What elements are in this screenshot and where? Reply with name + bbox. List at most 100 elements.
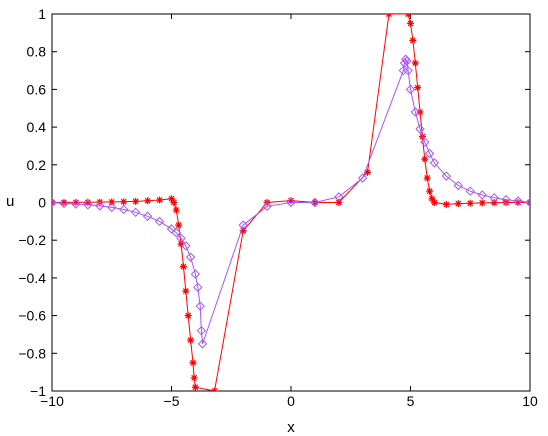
data-point-diamond — [310, 197, 320, 208]
data-point-asterisk — [454, 200, 462, 208]
data-point-diamond — [525, 197, 530, 208]
data-point-asterisk — [60, 199, 68, 206]
data-point-asterisk — [414, 84, 422, 92]
data-point-asterisk — [156, 196, 164, 204]
series-1 — [52, 14, 530, 391]
data-point-asterisk — [478, 199, 486, 207]
data-point-asterisk — [466, 199, 474, 207]
data-point-diamond — [453, 180, 464, 191]
data-point-asterisk — [287, 197, 295, 205]
data-point-diamond — [441, 171, 452, 181]
data-point-diamond — [71, 199, 81, 209]
data-point-diamond — [59, 198, 69, 209]
data-point-diamond — [238, 220, 248, 230]
data-point-asterisk — [187, 336, 195, 344]
data-point-asterisk — [428, 195, 436, 203]
data-point-diamond — [171, 227, 181, 238]
data-point-asterisk — [409, 36, 417, 44]
y-tick-label: 1 — [38, 6, 46, 22]
y-tick-label: −1 — [30, 383, 46, 399]
data-point-diamond — [334, 192, 344, 202]
data-point-asterisk — [184, 312, 192, 320]
data-point-asterisk — [170, 199, 178, 206]
data-point-diamond — [190, 269, 201, 279]
data-point-asterisk — [144, 197, 152, 205]
data-point-asterisk — [182, 287, 190, 295]
data-point-asterisk — [191, 383, 199, 391]
data-point-asterisk — [190, 374, 198, 382]
data-point-diamond — [429, 158, 440, 168]
data-point-diamond — [513, 196, 523, 206]
data-point-diamond — [465, 186, 475, 196]
y-tick-label: 0.6 — [27, 81, 47, 97]
data-point-diamond — [181, 241, 191, 251]
x-tick-label: 10 — [522, 393, 538, 409]
data-point-asterisk — [179, 263, 187, 271]
series-2 — [52, 54, 530, 349]
data-point-asterisk — [430, 199, 438, 206]
data-point-diamond — [52, 197, 57, 208]
data-point-asterisk — [416, 108, 424, 116]
data-point-diamond — [286, 197, 296, 208]
data-point-diamond — [262, 201, 272, 211]
y-tick-label: 0.4 — [27, 119, 47, 135]
data-point-asterisk — [363, 168, 371, 176]
series-layer — [52, 14, 530, 391]
data-point-asterisk — [411, 59, 419, 67]
y-axis-label: u — [6, 193, 14, 210]
data-point-asterisk — [84, 198, 92, 206]
data-point-asterisk — [108, 198, 116, 206]
data-point-asterisk — [426, 187, 434, 195]
data-point-diamond — [197, 339, 208, 349]
axis-ticks: −10 −5 0 5 10 −1 −0.8 −0.6 −0.4 −0.2 0 0.2 0.4 0.6 0.8… — [18, 6, 538, 409]
y-tick-label: −0.2 — [18, 232, 46, 248]
data-point-diamond — [415, 124, 425, 134]
data-point-diamond — [403, 65, 413, 76]
x-tick-label: −5 — [164, 393, 180, 409]
data-point-diamond — [196, 325, 207, 336]
data-point-asterisk — [442, 200, 450, 208]
y-tick-label: −0.4 — [18, 270, 46, 286]
data-point-diamond — [154, 216, 165, 227]
data-point-asterisk — [407, 19, 414, 27]
data-point-diamond — [83, 200, 93, 210]
data-point-diamond — [185, 252, 196, 262]
data-point-asterisk — [490, 199, 498, 207]
y-tick-label: −0.6 — [18, 308, 46, 324]
data-point-asterisk — [175, 221, 183, 229]
data-point-diamond — [107, 202, 117, 213]
data-point-diamond — [166, 224, 177, 234]
y-tick-label: 0.8 — [27, 44, 47, 60]
data-point-diamond — [130, 207, 141, 218]
data-point-asterisk — [335, 199, 343, 206]
data-point-diamond — [405, 84, 416, 95]
data-point-asterisk — [120, 198, 128, 206]
data-point-diamond — [501, 194, 511, 205]
data-point-asterisk — [239, 227, 247, 235]
data-point-asterisk — [385, 14, 393, 18]
data-point-diamond — [357, 173, 368, 183]
data-point-diamond — [477, 190, 487, 200]
data-point-asterisk — [168, 195, 175, 203]
series-line — [52, 58, 530, 345]
data-point-diamond — [95, 201, 105, 211]
data-point-diamond — [410, 107, 420, 117]
data-point-diamond — [118, 204, 129, 215]
data-point-diamond — [176, 233, 186, 244]
x-axis-label: x — [287, 419, 295, 436]
data-point-diamond — [402, 56, 412, 66]
y-tick-label: 0 — [38, 195, 46, 211]
y-tick-label: −0.8 — [18, 345, 46, 361]
data-point-asterisk — [211, 387, 219, 391]
data-point-asterisk — [177, 240, 185, 248]
data-point-asterisk — [514, 199, 522, 206]
data-point-asterisk — [404, 14, 412, 18]
x-tick-label: 0 — [287, 393, 295, 409]
x-tick-label: −10 — [40, 393, 64, 409]
data-point-asterisk — [189, 359, 197, 367]
y-tick-label: 0.2 — [27, 157, 47, 173]
data-point-diamond — [195, 301, 205, 311]
data-point-asterisk — [132, 197, 140, 205]
data-point-asterisk — [423, 174, 431, 182]
